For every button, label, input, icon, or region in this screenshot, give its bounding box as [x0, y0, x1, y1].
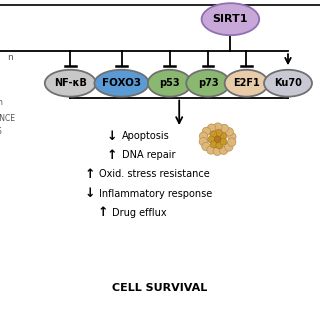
Text: ↓: ↓	[107, 130, 117, 142]
Text: n: n	[0, 98, 2, 107]
Text: p73: p73	[198, 78, 218, 88]
Circle shape	[199, 132, 208, 140]
Text: DNA repair: DNA repair	[122, 150, 175, 160]
Circle shape	[210, 131, 217, 138]
Circle shape	[225, 143, 233, 151]
Circle shape	[208, 136, 215, 143]
Ellipse shape	[45, 70, 96, 97]
Circle shape	[220, 124, 228, 132]
Circle shape	[214, 123, 222, 131]
Circle shape	[220, 138, 227, 145]
Ellipse shape	[94, 70, 149, 97]
Circle shape	[202, 142, 210, 151]
Text: FOXO3: FOXO3	[102, 78, 141, 88]
Text: Inflammatory response: Inflammatory response	[99, 188, 212, 199]
Text: Apoptosis: Apoptosis	[122, 131, 169, 141]
Ellipse shape	[202, 3, 259, 35]
Circle shape	[199, 138, 207, 146]
Text: Ku70: Ku70	[274, 78, 302, 88]
Circle shape	[215, 129, 222, 136]
Circle shape	[216, 142, 223, 149]
Circle shape	[228, 138, 236, 146]
Circle shape	[213, 147, 221, 156]
Text: ↑: ↑	[97, 206, 108, 219]
Ellipse shape	[186, 70, 230, 97]
Ellipse shape	[148, 70, 191, 97]
Text: n: n	[7, 53, 12, 62]
Text: ↑: ↑	[84, 168, 95, 181]
Circle shape	[220, 146, 228, 155]
Circle shape	[225, 128, 233, 136]
Text: S: S	[0, 127, 2, 136]
Circle shape	[228, 132, 236, 141]
Text: E2F1: E2F1	[233, 78, 260, 88]
Text: CELL SURVIVAL: CELL SURVIVAL	[112, 283, 208, 293]
Text: p53: p53	[159, 78, 180, 88]
Text: Oxid. stress resistance: Oxid. stress resistance	[99, 169, 210, 180]
Circle shape	[202, 127, 211, 136]
Text: ↑: ↑	[107, 149, 117, 162]
Circle shape	[207, 146, 215, 154]
Text: NF-κB: NF-κB	[54, 78, 87, 88]
Text: Drug efflux: Drug efflux	[112, 208, 167, 218]
Circle shape	[214, 136, 221, 142]
Ellipse shape	[264, 70, 312, 97]
Circle shape	[220, 132, 227, 140]
Text: ↓: ↓	[84, 187, 95, 200]
Circle shape	[207, 124, 216, 132]
Ellipse shape	[225, 70, 268, 97]
Text: INCE: INCE	[0, 114, 15, 123]
Text: SIRT1: SIRT1	[213, 14, 248, 24]
Circle shape	[210, 141, 217, 148]
